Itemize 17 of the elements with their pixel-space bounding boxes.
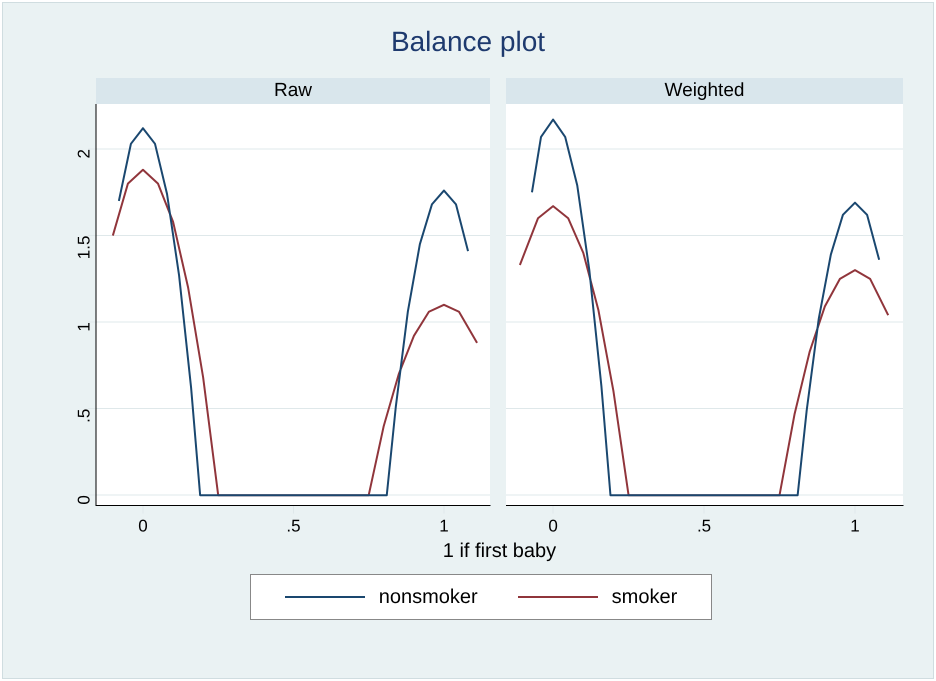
x-tick-label: 1 xyxy=(850,516,860,536)
y-tick-label: 1.5 xyxy=(74,236,94,260)
x-tick-label: 1 xyxy=(439,516,449,536)
y-tick-label: .5 xyxy=(74,408,94,423)
legend-label: smoker xyxy=(610,586,678,608)
chart-title: Raw xyxy=(96,78,490,104)
legend-label: nonsmoker xyxy=(378,586,478,608)
x-tick-label: 0 xyxy=(548,516,558,536)
x-tick-label: .5 xyxy=(696,516,712,536)
x-tick-label: .5 xyxy=(286,516,301,536)
y-tick-label: 0 xyxy=(74,495,94,505)
text: Balance plot xyxy=(390,26,546,58)
x-tick-label: 0 xyxy=(138,516,148,536)
y-tick-label: 2 xyxy=(74,149,94,158)
chart-title: Weighted xyxy=(506,78,903,104)
x-axis-title: 1 if first baby xyxy=(442,540,558,563)
y-tick-label: 1 xyxy=(74,322,94,332)
